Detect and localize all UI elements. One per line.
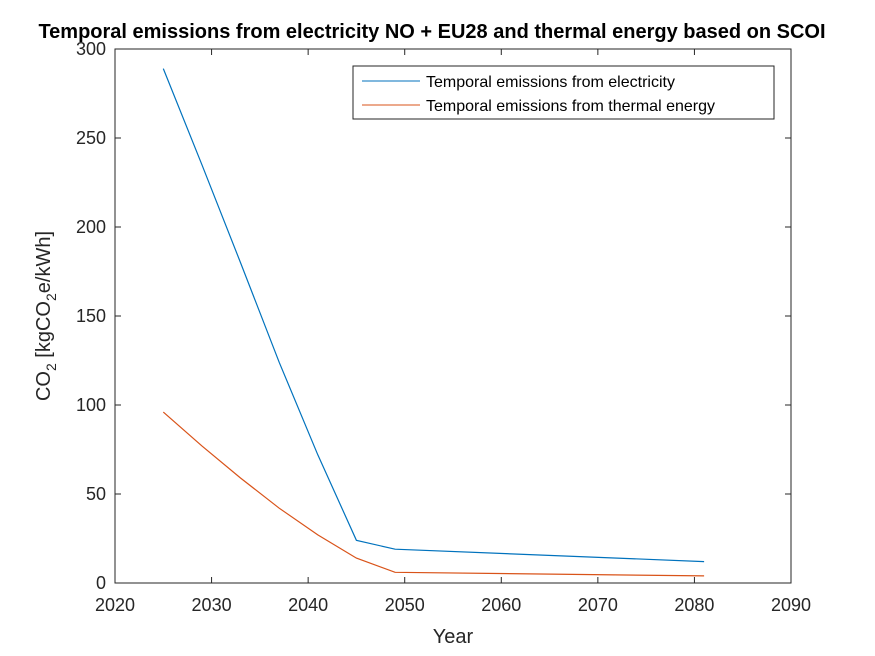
legend: Temporal emissions from electricity Temp… bbox=[352, 65, 775, 120]
y-tick-label: 50 bbox=[86, 484, 106, 504]
x-tick-label: 2050 bbox=[385, 595, 425, 615]
y-title-sub2: 2 bbox=[43, 293, 59, 301]
legend-label-electricity: Temporal emissions from electricity bbox=[426, 74, 675, 91]
x-axis-title: Year bbox=[433, 626, 474, 648]
y-title-prefix: CO bbox=[33, 371, 55, 401]
y-title-suffix: e/kWh] bbox=[33, 231, 55, 293]
ticks: 2020 2030 2040 2050 2060 2070 2080 2090 0 50 100 15… bbox=[76, 39, 811, 615]
series-line-0 bbox=[162, 68, 705, 563]
x-tick-label: 2040 bbox=[288, 595, 328, 615]
series-line-1 bbox=[162, 411, 705, 577]
y-title-mid: [kgCO bbox=[33, 301, 55, 363]
x-tick-label: 2020 bbox=[95, 595, 135, 615]
y-tick-label: 300 bbox=[76, 39, 106, 59]
y-tick-label: 200 bbox=[76, 217, 106, 237]
chart-title: Temporal emissions from electricity NO +… bbox=[38, 21, 825, 43]
y-tick-label: 100 bbox=[76, 395, 106, 415]
x-tick-label: 2070 bbox=[578, 595, 618, 615]
x-tick-label: 2030 bbox=[192, 595, 232, 615]
x-tick-label: 2060 bbox=[481, 595, 521, 615]
x-tick-label: 2080 bbox=[674, 595, 714, 615]
y-title-sub1: 2 bbox=[43, 363, 59, 371]
legend-label-thermal: Temporal emissions from thermal energy bbox=[426, 98, 715, 115]
series-layer bbox=[162, 68, 705, 577]
x-tick-label: 2090 bbox=[771, 595, 811, 615]
plot-area bbox=[114, 48, 792, 584]
y-tick-label: 0 bbox=[96, 573, 106, 593]
y-tick-label: 150 bbox=[76, 306, 106, 326]
legend-box bbox=[352, 65, 775, 120]
y-axis-title: CO2 [kgCO2e/kWh] bbox=[33, 231, 59, 401]
y-tick-label: 250 bbox=[76, 128, 106, 148]
